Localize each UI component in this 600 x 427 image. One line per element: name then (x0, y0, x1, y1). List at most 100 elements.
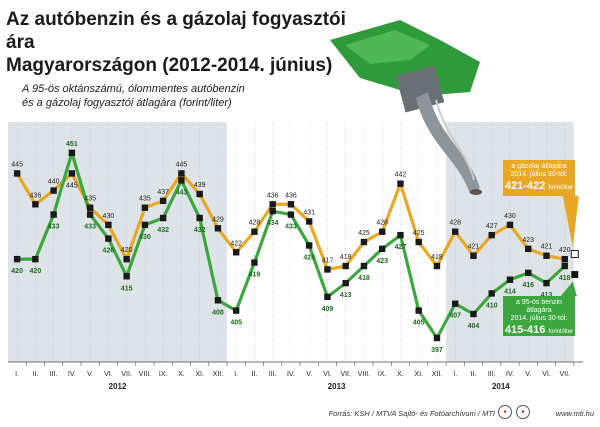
diesel-point (50, 187, 57, 194)
diesel-point (379, 228, 386, 235)
diesel-callout-value: 421-422 (504, 180, 546, 192)
chart-subtitle: A 95-ös oktánszámú, ólommentes autóbenzi… (22, 82, 322, 110)
diesel-value-label: 445 (176, 161, 188, 168)
diesel-point (269, 201, 276, 208)
title-line-2: Magyarországon (2012-2014. június) (6, 55, 333, 76)
diesel-point (433, 262, 441, 270)
diesel-value-label: 421 (541, 244, 553, 251)
petrol-end-point (571, 271, 579, 279)
petrol-point (232, 307, 240, 314)
diesel-value-label: 428 (376, 220, 388, 227)
petrol-point (360, 262, 368, 270)
fuel-nozzle-icon (330, 20, 482, 195)
petrol-point (123, 273, 130, 280)
petrol-value-label: 426 (103, 248, 115, 255)
petrol-value-label: 443 (176, 189, 188, 196)
website-link[interactable]: www.mti.hu (555, 409, 594, 418)
petrol-point (305, 242, 313, 249)
source-text: Forrás: KSH / MTVA Sajtó- és Fotóarchívu… (328, 409, 495, 418)
year-label-2014: 2014 (492, 382, 510, 391)
diesel-point (232, 249, 240, 256)
diesel-callout: a gázolaj átlagára 2014. július 30-tól: … (503, 160, 575, 196)
petrol-point (68, 149, 76, 157)
petrol-value-label: 418 (358, 275, 370, 282)
subtitle-line-2: és a gázolaj fogyasztói átlagára (forint… (22, 97, 232, 109)
title-line-1: Az autóbenzin és a gázolaj fogyasztói ár… (6, 9, 346, 53)
diesel-point (561, 255, 568, 263)
diesel-point (251, 228, 258, 235)
petrol-value-label: 420 (30, 268, 42, 275)
diesel-point (488, 231, 495, 239)
diesel-callout-line-2: 2014. július 30-tól: (510, 171, 568, 178)
diesel-value-label: 435 (139, 196, 151, 203)
x-tick-label: I. (234, 371, 238, 378)
diesel-point (13, 170, 21, 177)
petrol-point (105, 235, 112, 242)
x-tick-label: II. (471, 371, 477, 378)
x-tick-label: IX. (378, 371, 387, 378)
diesel-value-label: 435 (84, 196, 96, 203)
diesel-callout-pointer (562, 196, 579, 247)
petrol-value-label: 405 (230, 320, 242, 327)
diesel-value-label: 440 (48, 179, 60, 186)
petrol-point (269, 207, 276, 215)
diesel-point (543, 252, 550, 259)
petrol-value-label: 433 (84, 224, 96, 231)
petrol-value-label: 432 (157, 227, 169, 234)
petrol-value-label: 410 (486, 302, 498, 309)
x-tick-label: VI. (323, 371, 332, 378)
petrol-point (470, 310, 477, 318)
diesel-value-label: 429 (212, 216, 224, 223)
diesel-value-label: 437 (157, 189, 169, 196)
price-line-chart: I. II. III. IV. V. VI. VII. VIII. IX. X. XI. XII. I.… (8, 20, 583, 391)
petrol-value-label: 397 (431, 347, 443, 354)
petrol-value-label: 424 (303, 254, 315, 261)
x-tick-label: IV. (68, 371, 76, 378)
diesel-point (123, 255, 130, 263)
petrol-point (506, 276, 514, 283)
x-tick-label: VII. (559, 371, 570, 378)
diesel-value-label: 428 (449, 220, 461, 227)
petrol-point (415, 307, 422, 314)
diesel-point (196, 190, 203, 198)
diesel-end-point (570, 250, 579, 258)
x-tick-label: I. (453, 371, 457, 378)
x-tick-label: III. (269, 371, 277, 378)
diesel-point (287, 201, 295, 208)
petrol-value-label: 416 (522, 282, 534, 289)
fuel-nozzle-part (345, 30, 430, 64)
fuel-nozzle-part (416, 92, 480, 194)
diesel-point (324, 266, 331, 273)
petrol-value-label: 451 (66, 141, 78, 148)
diesel-point (141, 204, 149, 211)
diesel-point (397, 180, 404, 187)
x-tick-label: XI. (414, 371, 423, 378)
petrol-point (324, 293, 331, 301)
petrol-point (525, 269, 532, 277)
x-tick-label: VI. (542, 371, 551, 378)
x-tick-label: V. (525, 371, 531, 378)
year-label-2012: 2012 (109, 382, 127, 391)
diesel-value-label: 421 (468, 244, 480, 251)
x-tick-label: V. (87, 371, 93, 378)
diesel-point (159, 197, 167, 205)
petrol-value-label: 409 (322, 306, 334, 313)
petrol-callout-unit: forint/liter (548, 329, 574, 335)
x-tick-label: I. (15, 371, 19, 378)
x-tick-label: IV. (506, 371, 514, 378)
petrol-callout-pointer (560, 281, 577, 296)
diesel-value-label: 418 (340, 254, 352, 261)
petrol-point (141, 221, 149, 229)
x-tick-label: X. (178, 371, 185, 378)
petrol-value-label: 430 (139, 234, 151, 241)
petrol-point (342, 279, 349, 287)
diesel-point (105, 221, 112, 229)
petrol-point (214, 297, 222, 304)
petrol-callout-value: 415-416 (504, 324, 546, 336)
footer: Forrás: KSH / MTVA Sajtó- és Fotóarchívu… (0, 402, 600, 427)
diesel-value-label: 425 (358, 230, 370, 237)
petrol-value-label: 432 (194, 227, 206, 234)
petrol-point (488, 290, 495, 297)
x-tick-label: VII. (121, 371, 132, 378)
petrol-callout: a 95-ös benzin átlagára 2014. július 30-… (503, 296, 575, 336)
